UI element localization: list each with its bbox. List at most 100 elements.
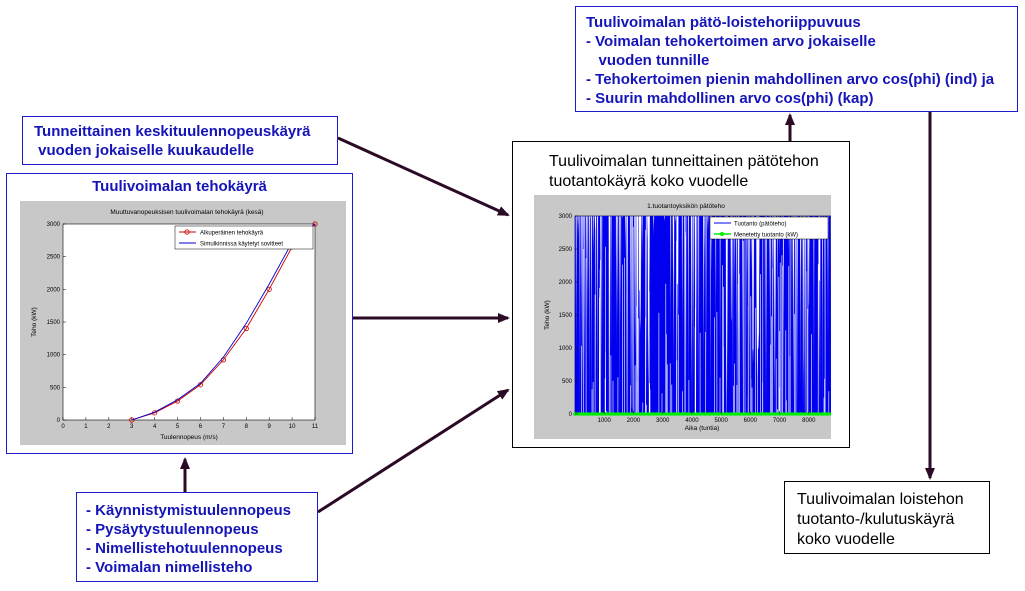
lost-production-marker (633, 412, 638, 416)
power-curve-chart: Muuttuvanopeuksisen tuulivoimalan tehokä… (31, 209, 319, 441)
lost-production-marker (603, 412, 608, 416)
y-tick-label: 1000 (559, 346, 573, 352)
lost-production-marker (590, 412, 595, 416)
lost-production-marker (729, 412, 733, 416)
lost-production-marker (707, 412, 712, 416)
x-tick-label: 4000 (685, 418, 699, 424)
x-tick-label: 5 (176, 424, 180, 430)
power-curve-chart-title: Muuttuvanopeuksisen tuulivoimalan tehokä… (110, 209, 263, 216)
y-tick-label: 1000 (47, 353, 61, 359)
pf-dependency-title: Tuulivoimalan pätö-loistehoriippuvuus (586, 14, 861, 31)
pf-dependency-box: Tuulivoimalan pätö-loistehoriippuvuus - … (575, 6, 1018, 112)
lost-production-marker (607, 412, 612, 416)
production-title-line: tuotantokäyrä koko vuodelle (549, 173, 749, 190)
production-title-line: Tuulivoimalan tunneittainen pätötehon (549, 153, 819, 170)
parameter-item: - Pysäytystuulennopeus (86, 521, 259, 538)
production-xlabel: Aika (tuntia) (685, 425, 720, 432)
parameters-box: - Käynnistymistuulennopeus - Pysäytystuu… (76, 492, 318, 582)
lost-production-marker (694, 412, 699, 416)
power-curve-plot-area (62, 223, 316, 421)
curve-original (131, 223, 316, 421)
production-curve-title: Tuulivoimalan tunneittainen pätötehon tu… (549, 152, 819, 192)
parameter-item: - Käynnistymistuulennopeus (86, 502, 292, 519)
y-tick-label: 1500 (47, 320, 61, 326)
lost-production-marker (668, 412, 673, 416)
lost-production-marker (816, 412, 820, 416)
legend-label-simulated: Simulkinnissa käytetyt sovitteet (200, 242, 283, 248)
lost-production-marker (738, 412, 742, 416)
y-tick-label: 2000 (559, 280, 573, 286)
lost-production-marker (811, 412, 816, 416)
lost-production-marker (764, 412, 768, 416)
lost-production-marker (725, 412, 729, 416)
lost-production-marker (768, 412, 773, 416)
lost-production-marker (803, 412, 807, 416)
lost-production-marker (781, 412, 786, 416)
x-tick-label: 7000 (773, 418, 787, 424)
power-curve-panel: Muuttuvanopeuksisen tuulivoimalan tehokä… (20, 201, 346, 445)
lost-production-marker (824, 412, 829, 416)
wind-speed-line: vuoden jokaiselle kuukaudelle (34, 142, 255, 159)
lost-production-marker (712, 412, 716, 416)
lost-production-marker (594, 412, 599, 416)
power-curve-legend (174, 225, 314, 250)
lost-production-marker (581, 412, 586, 416)
y-tick-label: 500 (50, 385, 61, 391)
y-tick-label: 1500 (559, 313, 573, 319)
lost-production-marker (785, 412, 790, 416)
power-curve-box-title: Tuulivoimalan tehokäyrä (92, 178, 267, 195)
legend-marker-original (184, 229, 190, 235)
lost-production-marker (664, 412, 668, 416)
lost-production-marker (660, 412, 664, 416)
wind-speed-line: Tunneittainen keskituulennopeuskäyrä (34, 123, 311, 140)
lost-production-marker (681, 412, 686, 416)
data-point (266, 286, 272, 292)
lost-production-marker (794, 412, 799, 416)
x-tick-label: 0 (61, 424, 65, 430)
lost-production-marker (616, 412, 621, 416)
lost-production-marker (620, 412, 625, 416)
x-tick-label: 1000 (598, 418, 612, 424)
x-tick-label: 11 (312, 424, 319, 430)
x-tick-label: 3 (130, 424, 134, 430)
legend-marker-lost (720, 232, 724, 236)
pf-dependency-line: - Tehokertoimen pienin mahdollinen arvo … (586, 71, 995, 88)
lost-production-marker (755, 412, 759, 416)
data-point (129, 417, 135, 423)
legend-label-lost: Menetetty tuotanto (kW) (734, 233, 798, 239)
y-tick-label: 0 (57, 418, 61, 424)
reactive-power-line: tuotanto-/kulutuskäyrä (797, 511, 955, 528)
x-tick-label: 6 (199, 424, 203, 430)
lost-production-marker (638, 412, 642, 416)
lost-production-marker (586, 412, 590, 416)
legend-label-production: Tuotanto (pätöteho) (734, 222, 786, 228)
production-ylabel: Teho (kW) (544, 300, 551, 330)
lost-production-marker (716, 412, 720, 416)
data-point (243, 325, 249, 332)
lost-production-marker (625, 412, 629, 416)
parameter-item: - Voimalan nimellisteho (86, 559, 253, 576)
x-tick-label: 6000 (744, 418, 758, 424)
lost-production-marker (655, 412, 660, 416)
lost-production-marker (742, 412, 746, 416)
lost-production-marker (777, 412, 781, 416)
production-curve-box: Tuulivoimalan tunneittainen pätötehon tu… (512, 141, 850, 448)
production-panel: 1.tuotantoyksikön pätöteho 1000 2000 3000 4… (534, 195, 831, 439)
data-point (312, 221, 318, 227)
lost-production-marker (829, 412, 831, 416)
lost-production-marker (599, 412, 603, 416)
production-legend (709, 216, 829, 240)
lost-production-marker (703, 412, 707, 416)
lost-production-marker (690, 412, 694, 416)
lost-production-marker (733, 412, 738, 416)
x-tick-label: 4 (153, 424, 157, 430)
lost-production-marker (699, 412, 703, 416)
lost-production-marker (673, 412, 677, 416)
power-curve-box: Tuulivoimalan tehokäyrä Muuttuvanopeuksi… (6, 173, 353, 454)
lost-production-marker (629, 412, 634, 416)
lost-production-marker (807, 412, 812, 416)
y-tick-label: 500 (562, 379, 573, 385)
lost-production-marker (772, 412, 777, 416)
lost-production-marker (720, 412, 725, 416)
x-tick-label: 3000 (656, 418, 670, 424)
